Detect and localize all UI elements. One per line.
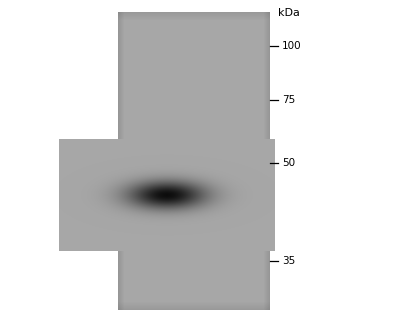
- Text: 100: 100: [282, 41, 302, 51]
- Text: 75: 75: [282, 95, 295, 105]
- Text: kDa: kDa: [278, 8, 300, 18]
- Text: 50: 50: [282, 158, 295, 168]
- Text: 35: 35: [282, 256, 295, 266]
